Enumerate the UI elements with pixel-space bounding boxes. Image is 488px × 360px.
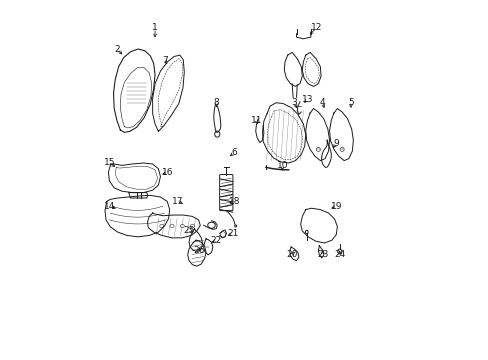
Text: 13: 13 [301, 95, 312, 104]
Text: 24: 24 [333, 250, 345, 259]
Text: 3: 3 [291, 98, 297, 107]
Text: 26: 26 [193, 246, 204, 255]
Text: 18: 18 [228, 197, 240, 206]
Text: 8: 8 [213, 98, 219, 107]
Text: 21: 21 [226, 229, 238, 238]
Text: 15: 15 [104, 158, 116, 167]
Text: 5: 5 [347, 98, 353, 107]
Text: 11: 11 [250, 116, 262, 125]
Text: 7: 7 [162, 57, 168, 66]
Text: 6: 6 [231, 148, 237, 157]
Text: 10: 10 [277, 161, 288, 170]
Text: 17: 17 [171, 197, 183, 206]
Text: 23: 23 [316, 250, 328, 259]
Text: 4: 4 [319, 98, 325, 107]
Text: 2: 2 [114, 45, 120, 54]
Text: 16: 16 [162, 168, 173, 177]
Text: 12: 12 [311, 23, 322, 32]
Text: 25: 25 [183, 225, 194, 234]
Text: 9: 9 [333, 139, 339, 148]
Text: 14: 14 [104, 202, 116, 211]
Text: 22: 22 [210, 236, 222, 245]
Text: 1: 1 [152, 23, 158, 32]
Text: 19: 19 [330, 202, 342, 211]
Text: 20: 20 [286, 250, 297, 259]
